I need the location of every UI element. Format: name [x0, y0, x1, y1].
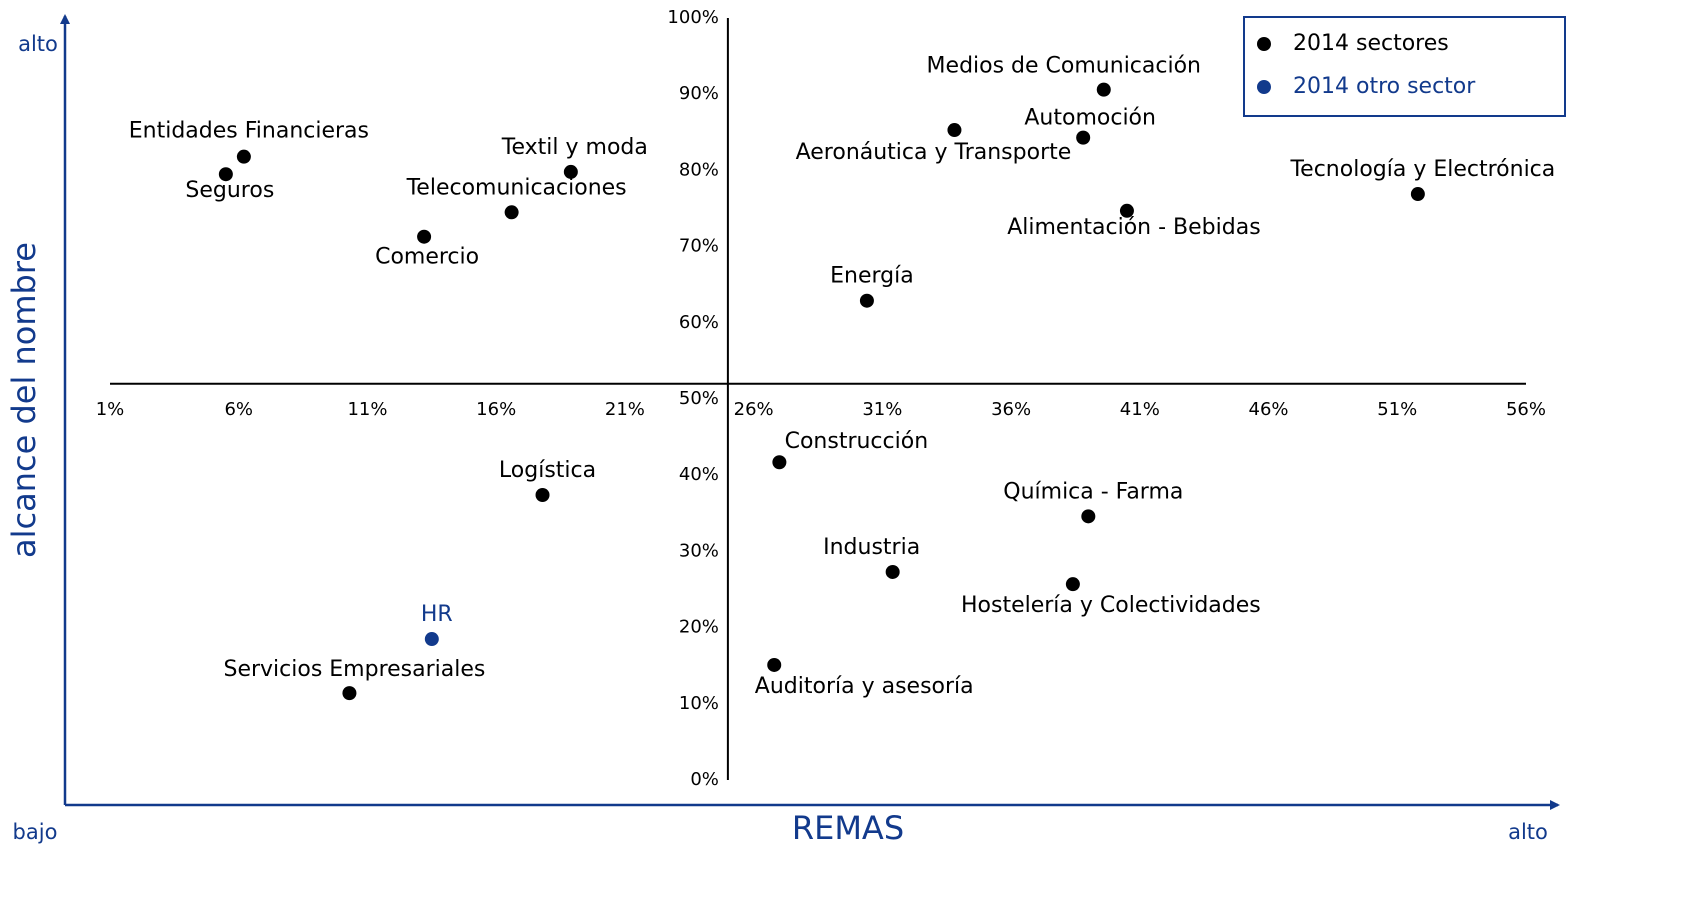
y-tick-label: 20%: [679, 617, 719, 638]
annotation: alto: [1508, 820, 1548, 844]
point: [767, 657, 782, 672]
x-tick-label: 11%: [347, 399, 387, 420]
point-label: Construcción: [785, 429, 929, 454]
y-tick-label: 10%: [679, 693, 719, 714]
point-label: Textil y moda: [501, 135, 648, 160]
point-label: Telecomunicaciones: [406, 175, 627, 200]
x-axis-title: REMAS: [792, 809, 904, 847]
point: [236, 149, 251, 164]
point: [535, 488, 550, 503]
y-tick-label: 70%: [679, 236, 719, 257]
point-label: Logística: [499, 458, 596, 483]
legend-label: 2014 otro sector: [1293, 74, 1476, 99]
y-tick-label: 100%: [667, 7, 718, 28]
point-label: Automoción: [1024, 106, 1156, 131]
point: [1065, 577, 1080, 592]
point-label: Medios de Comunicación: [927, 54, 1201, 79]
point: [1081, 509, 1096, 524]
point-label: Alimentación - Bebidas: [1007, 215, 1260, 240]
y-tick-label: 40%: [679, 464, 719, 485]
point: [563, 164, 578, 179]
point-label: Entidades Financieras: [129, 119, 369, 144]
point: [417, 229, 432, 244]
x-tick-label: 16%: [476, 399, 516, 420]
annotation: bajo: [13, 820, 58, 844]
y-tick-label: 30%: [679, 540, 719, 561]
point-label: Auditoría y asesoría: [755, 674, 974, 699]
point-label: Tecnología y Electrónica: [1289, 157, 1555, 182]
point: [342, 686, 357, 701]
point-label: Seguros: [185, 178, 274, 203]
point-label: Industria: [823, 535, 920, 560]
x-tick-label: 51%: [1377, 399, 1417, 420]
y-tick-label: 90%: [679, 83, 719, 104]
point-label: Servicios Empresariales: [223, 657, 485, 682]
point: [947, 123, 962, 138]
point-label: HR: [421, 602, 453, 627]
x-tick-label: 1%: [96, 399, 125, 420]
point: [1410, 187, 1425, 202]
point: [218, 167, 233, 182]
point-label: Energía: [830, 264, 914, 289]
y-tick-label: 0%: [690, 769, 719, 790]
point: [1119, 203, 1134, 218]
legend-marker: [1257, 80, 1271, 94]
point: [504, 205, 519, 220]
y-tick-label: 60%: [679, 312, 719, 333]
x-tick-label: 6%: [224, 399, 253, 420]
point-label: Hostelería y Colectividades: [961, 593, 1261, 618]
legend-marker: [1257, 37, 1271, 51]
x-tick-label: 41%: [1120, 399, 1160, 420]
x-tick-label: 46%: [1249, 399, 1289, 420]
y-tick-label: 50%: [679, 388, 719, 409]
x-tick-label: 36%: [991, 399, 1031, 420]
point: [885, 564, 900, 579]
x-tick-label: 31%: [862, 399, 902, 420]
point: [772, 455, 787, 470]
point-label: Química - Farma: [1003, 479, 1183, 504]
x-tick-label: 21%: [605, 399, 645, 420]
point: [859, 293, 874, 308]
point: [1096, 82, 1111, 97]
point-label: Comercio: [375, 245, 479, 270]
y-tick-label: 80%: [679, 159, 719, 180]
legend-box: [1243, 16, 1566, 117]
annotation: alto: [18, 32, 58, 56]
x-tick-label: 56%: [1506, 399, 1546, 420]
point: [424, 632, 439, 647]
x-tick-label: 26%: [734, 399, 774, 420]
point: [1076, 130, 1091, 145]
y-axis-title: alcance del nombre: [5, 242, 43, 558]
point-label: Aeronáutica y Transporte: [796, 140, 1072, 165]
legend-label: 2014 sectores: [1293, 31, 1449, 56]
